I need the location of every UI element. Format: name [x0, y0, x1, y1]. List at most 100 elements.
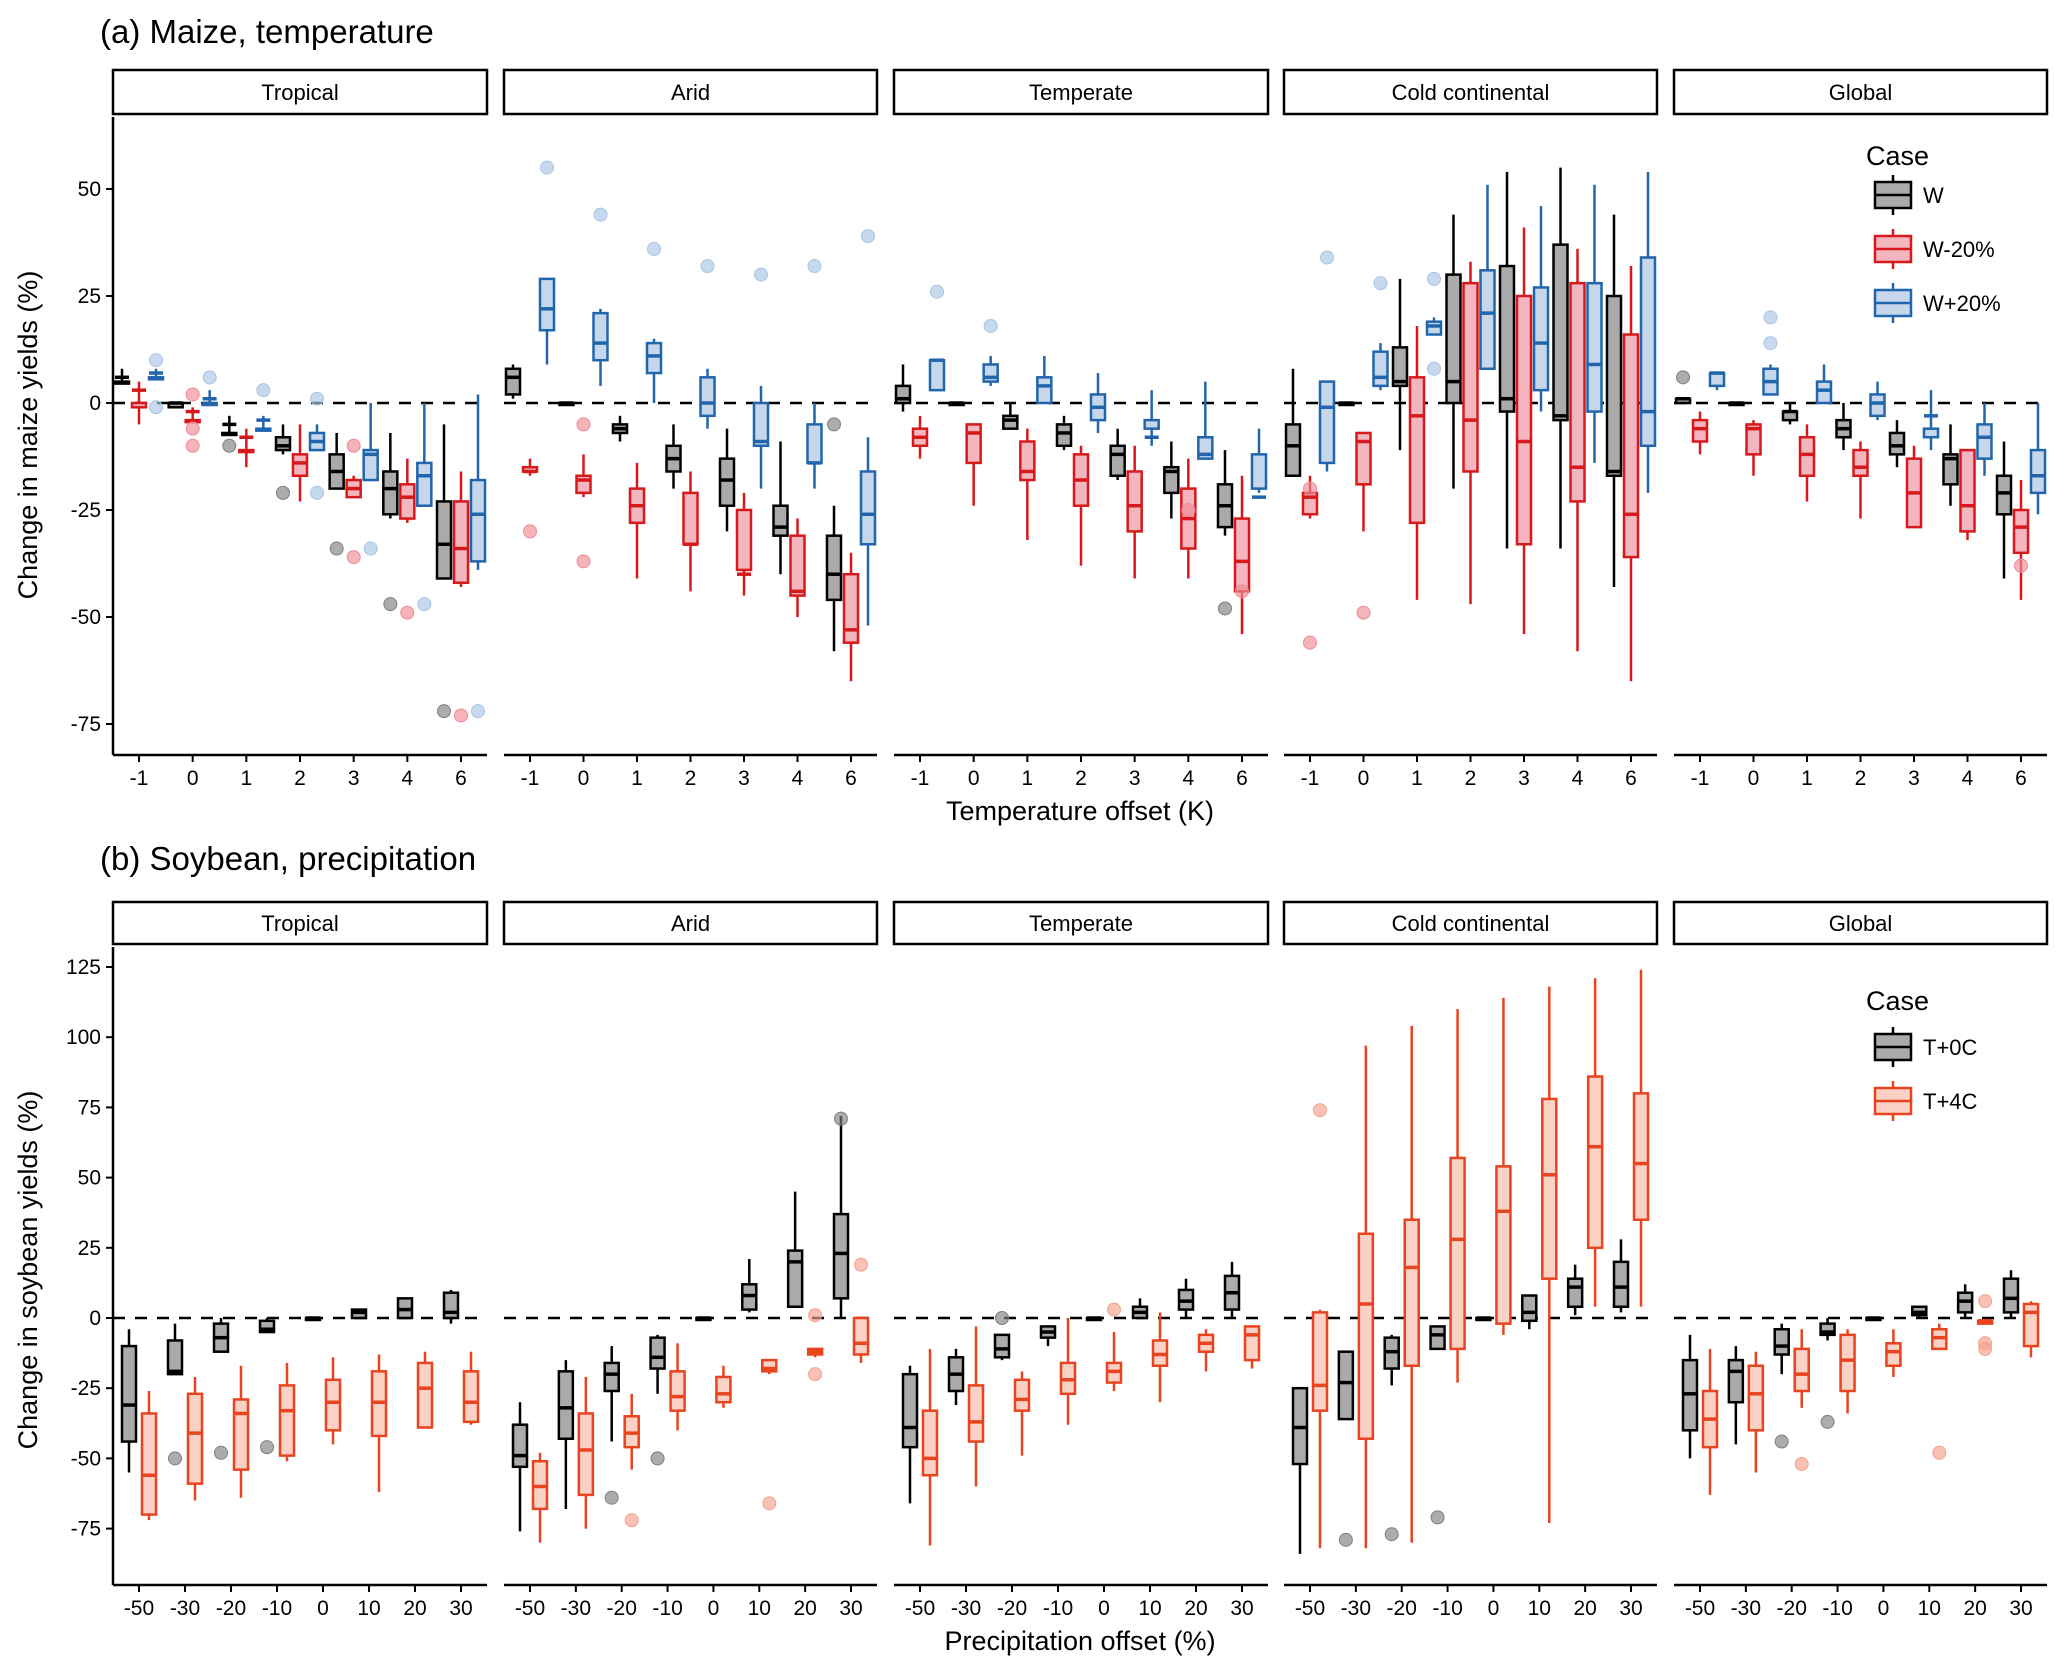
- y-tick-label: 25: [78, 285, 101, 308]
- box-t-0c: [695, 1316, 712, 1322]
- box-iqr: [825, 534, 843, 602]
- box-w-20-: [1180, 458, 1197, 579]
- box-t-4c: [1311, 1103, 1329, 1549]
- outlier-point: [1427, 271, 1441, 286]
- panel-a-facets: Tropical 50 25 0 -25 -50 -75 -1 0 1 2 3 4 6 Arid -1 0 1 2 3…: [71, 68, 2049, 790]
- box-iqr: [1995, 474, 2013, 516]
- box-w-20-: [416, 403, 433, 612]
- box-t-4c: [462, 1351, 480, 1425]
- box-iqr: [789, 534, 806, 597]
- box-iqr: [1355, 431, 1372, 486]
- box-iqr: [761, 1358, 778, 1373]
- box-iqr: [452, 500, 470, 585]
- x-tick-label: 0: [187, 767, 199, 790]
- box-w-20-: [538, 160, 556, 365]
- box-t-0c: [649, 1334, 666, 1466]
- box-t-4c: [1151, 1312, 1169, 1403]
- x-tick-label: 6: [2015, 767, 2027, 790]
- box-w-20-: [806, 259, 823, 489]
- box-t-4c: [186, 1376, 204, 1501]
- outlier-point: [222, 438, 237, 453]
- box-w-20-: [1233, 475, 1251, 635]
- x-tick-label: 4: [1572, 767, 1584, 790]
- facet-tropical: Tropical 50 25 0 -25 -50 -75 -1 0 1 2 3 4 6: [71, 68, 489, 790]
- box-t-0c: [1223, 1261, 1241, 1318]
- box-t-4c: [324, 1357, 342, 1445]
- box-t-0c: [1039, 1325, 1057, 1347]
- x-tick-label: -30: [561, 1597, 591, 1620]
- x-tick-label: -20: [1777, 1597, 1807, 1620]
- box-iqr: [1691, 418, 1709, 443]
- box-w-20-: [1036, 355, 1053, 405]
- x-tick-label: -10: [652, 1597, 682, 1620]
- legend-item-w: W: [1873, 175, 1944, 215]
- box-iqr: [1036, 376, 1053, 405]
- box-w-20-: [1869, 381, 1886, 421]
- box-iqr: [1479, 269, 1496, 371]
- outlier-point: [383, 597, 398, 612]
- box-iqr: [649, 1336, 666, 1370]
- x-tick-label: -30: [1731, 1597, 1761, 1620]
- x-tick-label: 2: [1075, 767, 1087, 790]
- box-iqr: [1403, 1218, 1420, 1367]
- box-iqr: [258, 1319, 276, 1334]
- outlier-point: [540, 160, 554, 175]
- x-tick-label: 0: [1358, 767, 1370, 790]
- box-t-4c: [1541, 986, 1558, 1523]
- x-tick-label: 4: [792, 767, 804, 790]
- box-w-20-: [1586, 184, 1603, 463]
- box-iqr: [2002, 1277, 2020, 1314]
- box-w: [1942, 424, 1959, 506]
- x-tick-label: -30: [170, 1597, 200, 1620]
- box-iqr: [1337, 1350, 1355, 1421]
- box-iqr: [469, 478, 487, 563]
- box-w-20-: [2029, 403, 2047, 515]
- box-w-20-: [130, 381, 148, 425]
- y-tick-label: 50: [78, 178, 101, 201]
- x-tick-label: 2: [685, 767, 697, 790]
- box-w: [1055, 415, 1073, 451]
- box-w-20-: [628, 462, 646, 579]
- box-t-0c: [1085, 1316, 1103, 1322]
- facet-strip: [1672, 900, 2049, 946]
- x-tick-label: -50: [515, 1597, 545, 1620]
- x-tick-label: 3: [1908, 767, 1920, 790]
- box-iqr: [1515, 294, 1533, 546]
- box-t-0c: [947, 1348, 965, 1406]
- x-tick-label: 20: [403, 1597, 426, 1620]
- box-iqr: [965, 423, 982, 465]
- outlier-point: [1218, 601, 1232, 616]
- outlier-point: [995, 1311, 1009, 1325]
- box-w: [718, 428, 736, 532]
- legend-label: W: [1923, 183, 1944, 208]
- box-t-0c: [557, 1360, 575, 1509]
- box-t-0c: [304, 1316, 322, 1322]
- x-tick-label: 3: [738, 767, 750, 790]
- box-iqr: [786, 1249, 804, 1309]
- box-iqr: [1357, 1232, 1375, 1440]
- box-t-4c: [1059, 1318, 1077, 1425]
- legend-title: Case: [1866, 141, 1929, 171]
- box-iqr: [1566, 1277, 1584, 1309]
- x-tick-label: 10: [1918, 1597, 1941, 1620]
- facet-temperate: Temperate -1 0 1 2 3 4 6: [892, 68, 1270, 790]
- box-w: [328, 432, 345, 556]
- box-iqr: [1372, 350, 1389, 388]
- box-w-20-: [1745, 420, 1762, 476]
- outlier-point: [808, 1367, 823, 1382]
- box-iqr: [1612, 1260, 1630, 1309]
- box-w-20-: [1515, 227, 1533, 635]
- box-t-4c: [1013, 1371, 1031, 1456]
- box-t-0c: [511, 1402, 529, 1532]
- box-w-20-: [682, 471, 699, 592]
- outlier-point: [1820, 1414, 1835, 1429]
- box-t-0c: [1773, 1323, 1790, 1449]
- box-t-0c: [1566, 1264, 1584, 1316]
- x-tick-label: 20: [793, 1597, 816, 1620]
- x-tick-label: 30: [449, 1597, 472, 1620]
- x-tick-label: 20: [1184, 1597, 1207, 1620]
- box-w-20-: [1197, 381, 1214, 460]
- facet-strip: [111, 68, 489, 116]
